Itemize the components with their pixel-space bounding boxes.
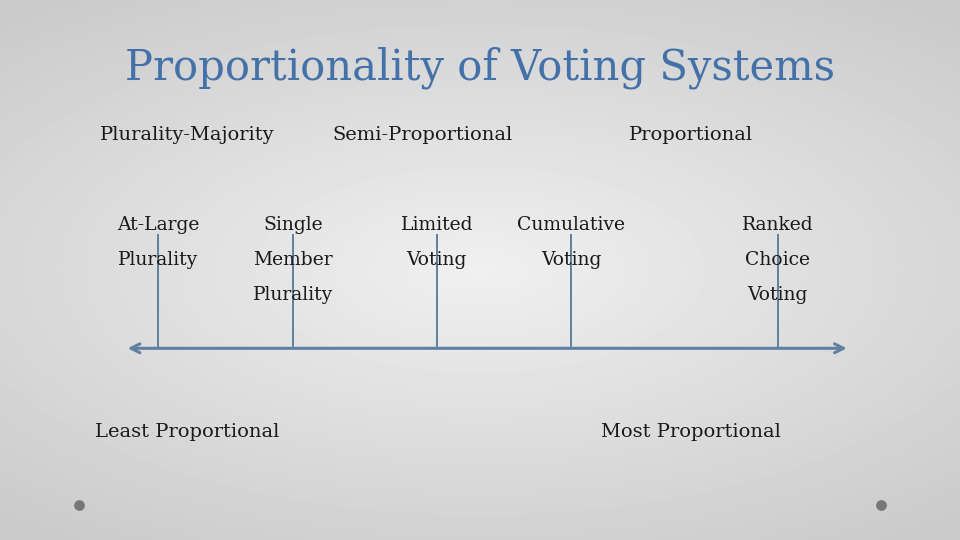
Text: Least Proportional: Least Proportional	[95, 423, 279, 441]
Text: Voting: Voting	[407, 251, 467, 269]
Text: Proportionality of Voting Systems: Proportionality of Voting Systems	[125, 46, 835, 89]
Text: Voting: Voting	[748, 286, 807, 304]
Point	[874, 501, 889, 509]
Text: Ranked: Ranked	[742, 216, 813, 234]
Text: Single: Single	[263, 216, 323, 234]
Point	[71, 501, 86, 509]
Text: Plurality: Plurality	[118, 251, 199, 269]
Text: Cumulative: Cumulative	[517, 216, 625, 234]
Text: Plurality: Plurality	[252, 286, 333, 304]
Text: Voting: Voting	[541, 251, 601, 269]
Text: Choice: Choice	[745, 251, 810, 269]
Text: Plurality-Majority: Plurality-Majority	[100, 126, 275, 144]
Text: Proportional: Proportional	[629, 126, 754, 144]
Text: Most Proportional: Most Proportional	[601, 423, 781, 441]
Text: At-Large: At-Large	[117, 216, 200, 234]
Text: Limited: Limited	[400, 216, 473, 234]
Text: Semi-Proportional: Semi-Proportional	[332, 126, 513, 144]
Text: Member: Member	[253, 251, 332, 269]
